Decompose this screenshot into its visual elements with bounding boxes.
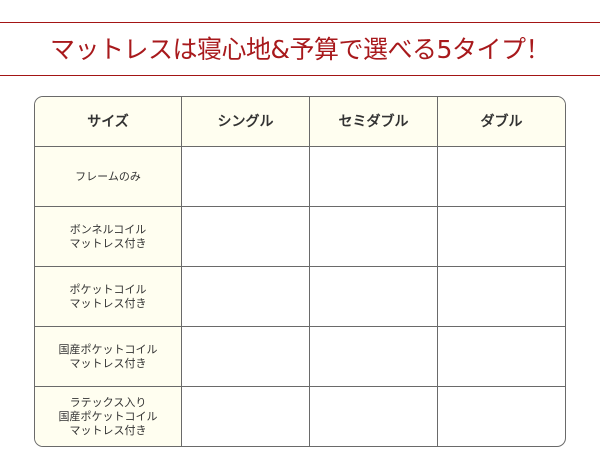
table-cell	[182, 207, 310, 267]
table-cell	[182, 147, 310, 207]
row-label: ラテックス入り 国産ポケットコイル マットレス付き	[35, 387, 182, 446]
row-label: 国産ポケットコイル マットレス付き	[35, 327, 182, 387]
row-label-line: マットレス付き	[69, 296, 147, 310]
table-cell	[438, 147, 565, 207]
row-label-line: ボンネルコイル	[69, 222, 147, 236]
title-rule-top	[0, 22, 600, 23]
table-cell	[438, 327, 565, 387]
row-label-line: ラテックス入り	[69, 395, 147, 409]
row-label-line: マットレス付き	[69, 236, 147, 250]
table-cell	[182, 267, 310, 327]
row-label: フレームのみ	[35, 147, 182, 207]
header-row: サイズ シングル セミダブル ダブル	[35, 97, 565, 147]
row-label: ポケットコイル マットレス付き	[35, 267, 182, 327]
row-label-line: 国産ポケットコイル	[58, 409, 158, 423]
table-row: フレームのみ	[35, 147, 565, 207]
table-cell	[310, 147, 438, 207]
header-double: ダブル	[438, 97, 565, 147]
table-row: 国産ポケットコイル マットレス付き	[35, 327, 565, 387]
table-cell	[310, 327, 438, 387]
row-label-line: フレームのみ	[75, 169, 141, 183]
table-cell	[438, 207, 565, 267]
row-label-line: マットレス付き	[69, 423, 147, 437]
table-cell	[438, 387, 565, 446]
table-cell	[182, 327, 310, 387]
table-cell	[182, 387, 310, 446]
header-semidouble: セミダブル	[310, 97, 438, 147]
size-table: サイズ シングル セミダブル ダブル フレームのみ ボンネルコイル マットレス付きポ…	[34, 96, 566, 447]
table-cell	[310, 207, 438, 267]
title-rule-bottom	[0, 75, 600, 76]
row-label: ボンネルコイル マットレス付き	[35, 207, 182, 267]
table-row: ラテックス入り 国産ポケットコイル マットレス付き	[35, 387, 565, 446]
row-label-line: ポケットコイル	[69, 282, 147, 296]
row-label-line: マットレス付き	[69, 356, 147, 370]
table-row: ポケットコイル マットレス付き	[35, 267, 565, 327]
table-row: ボンネルコイル マットレス付き	[35, 207, 565, 267]
page-title: マットレスは寝心地&予算で選べる5タイプ！	[50, 35, 550, 64]
table-cell	[438, 267, 565, 327]
table-cell	[310, 387, 438, 446]
row-label-line: 国産ポケットコイル	[58, 342, 158, 356]
header-single: シングル	[182, 97, 310, 147]
header-size: サイズ	[35, 97, 182, 147]
table-cell	[310, 267, 438, 327]
